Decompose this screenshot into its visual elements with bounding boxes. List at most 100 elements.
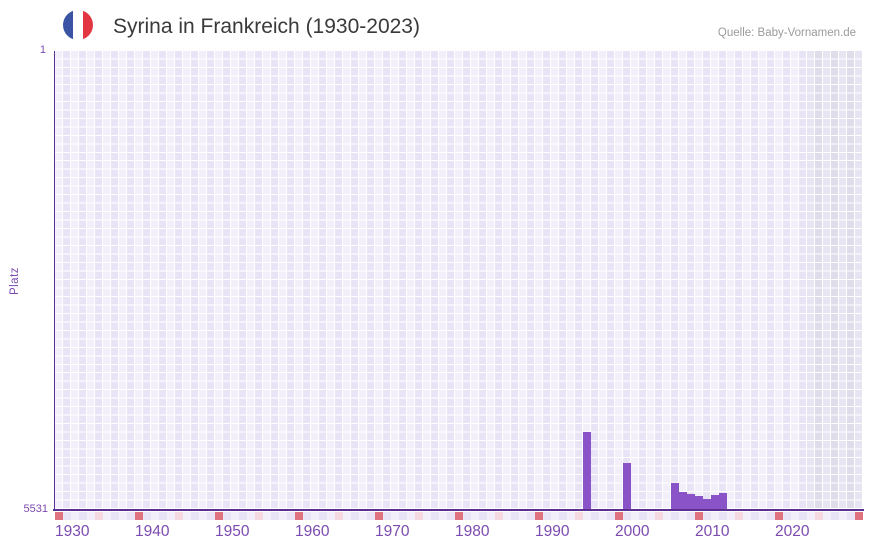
grid-tick-cell (839, 512, 847, 520)
grid-tick-cell (247, 512, 255, 520)
grid-tick-cell (127, 512, 135, 520)
grid-tick-cell (671, 512, 679, 520)
rank-bar-2007 (671, 483, 679, 509)
major-tick-cell (535, 512, 543, 520)
grid-tick-cell (367, 512, 375, 520)
grid-tick-cell (727, 512, 735, 520)
grid-tick-cell (743, 512, 751, 520)
grid-tick-cell (103, 512, 111, 520)
rank-bar-2001 (623, 463, 631, 509)
grid-tick-cell (439, 512, 447, 520)
grid-tick-cell (407, 512, 415, 520)
grid-tick-cell (687, 512, 695, 520)
grid-tick-cell (287, 512, 295, 520)
x-axis-label-1970: 1970 (375, 523, 410, 540)
grid-tick-cell (119, 512, 127, 520)
grid-tick-cell (599, 512, 607, 520)
grid-tick-cell (71, 512, 79, 520)
grid-tick-cell (447, 512, 455, 520)
grid-tick-cell (279, 512, 287, 520)
x-axis-label-1990: 1990 (535, 523, 570, 540)
grid-tick-cell (791, 512, 799, 520)
grid-tick-cell (167, 512, 175, 520)
rank-bar-2009 (687, 494, 695, 509)
rank-bar-2011 (703, 499, 711, 509)
rank-bar-2012 (711, 494, 719, 509)
grid-tick-cell (399, 512, 407, 520)
grid-tick-cell (647, 512, 655, 520)
grid-tick-cell (631, 512, 639, 520)
grid-tick-cell (679, 512, 687, 520)
grid-tick-cell (359, 512, 367, 520)
plot-area (55, 51, 863, 509)
grid-tick-cell (503, 512, 511, 520)
grid-tick-cell (383, 512, 391, 520)
minor-tick-cell (415, 512, 423, 520)
grid-tick-cell (623, 512, 631, 520)
grid-tick-cell (343, 512, 351, 520)
grid-tick-cell (311, 512, 319, 520)
grid-tick-cell (519, 512, 527, 520)
grid-tick-cell (463, 512, 471, 520)
x-axis-label-1940: 1940 (135, 523, 170, 540)
major-tick-cell (135, 512, 143, 520)
grid-tick-cell (303, 512, 311, 520)
minor-tick-cell (495, 512, 503, 520)
grid-tick-cell (183, 512, 191, 520)
grid-tick-cell (79, 512, 87, 520)
minor-tick-cell (255, 512, 263, 520)
minor-tick-cell (655, 512, 663, 520)
grid-tick-cell (831, 512, 839, 520)
grid-tick-cell (327, 512, 335, 520)
grid-tick-cell (711, 512, 719, 520)
x-axis-label-2020: 2020 (775, 523, 810, 540)
major-tick-cell (55, 512, 63, 520)
major-tick-cell (855, 512, 863, 520)
rank-bar-2013 (719, 493, 727, 509)
grid-tick-cell (663, 512, 671, 520)
grid-tick-cell (559, 512, 567, 520)
x-axis-line (53, 509, 864, 511)
x-axis-label-1930: 1930 (55, 523, 90, 540)
rank-bar-2008 (679, 492, 687, 509)
x-axis-label-1960: 1960 (295, 523, 330, 540)
x-axis-label-1950: 1950 (215, 523, 250, 540)
grid-tick-cell (191, 512, 199, 520)
minor-tick-cell (95, 512, 103, 520)
grid-tick-cell (271, 512, 279, 520)
grid-tick-cell (319, 512, 327, 520)
grid-tick-cell (759, 512, 767, 520)
minor-tick-cell (735, 512, 743, 520)
grid-tick-cell (639, 512, 647, 520)
grid-tick-cell (223, 512, 231, 520)
major-tick-cell (375, 512, 383, 520)
grid-tick-cell (143, 512, 151, 520)
grid-tick-cell (591, 512, 599, 520)
rank-bar-1996 (583, 431, 591, 509)
minor-tick-cell (575, 512, 583, 520)
grid-tick-cell (151, 512, 159, 520)
grid-tick-cell (263, 512, 271, 520)
grid-tick-cell (751, 512, 759, 520)
y-axis-top-label: 1 (39, 44, 46, 56)
grid-tick-cell (719, 512, 727, 520)
grid-tick-cell (423, 512, 431, 520)
major-tick-cell (215, 512, 223, 520)
x-axis-label-1980: 1980 (455, 523, 490, 540)
grid-tick-cell (63, 512, 71, 520)
x-axis-label-2010: 2010 (695, 523, 730, 540)
grid-tick-cell (767, 512, 775, 520)
grid-tick-cell (87, 512, 95, 520)
grid-tick-cell (239, 512, 247, 520)
y-axis-title: Platz (9, 266, 21, 296)
minor-tick-cell (175, 512, 183, 520)
grid-tick-cell (111, 512, 119, 520)
grid-tick-cell (583, 512, 591, 520)
grid-tick-cell (607, 512, 615, 520)
grid-tick-cell (471, 512, 479, 520)
source-credit: Quelle: Baby-Vornamen.de (717, 27, 856, 39)
grid-tick-cell (351, 512, 359, 520)
grid-tick-cell (207, 512, 215, 520)
major-tick-cell (295, 512, 303, 520)
grid-tick-cell (799, 512, 807, 520)
